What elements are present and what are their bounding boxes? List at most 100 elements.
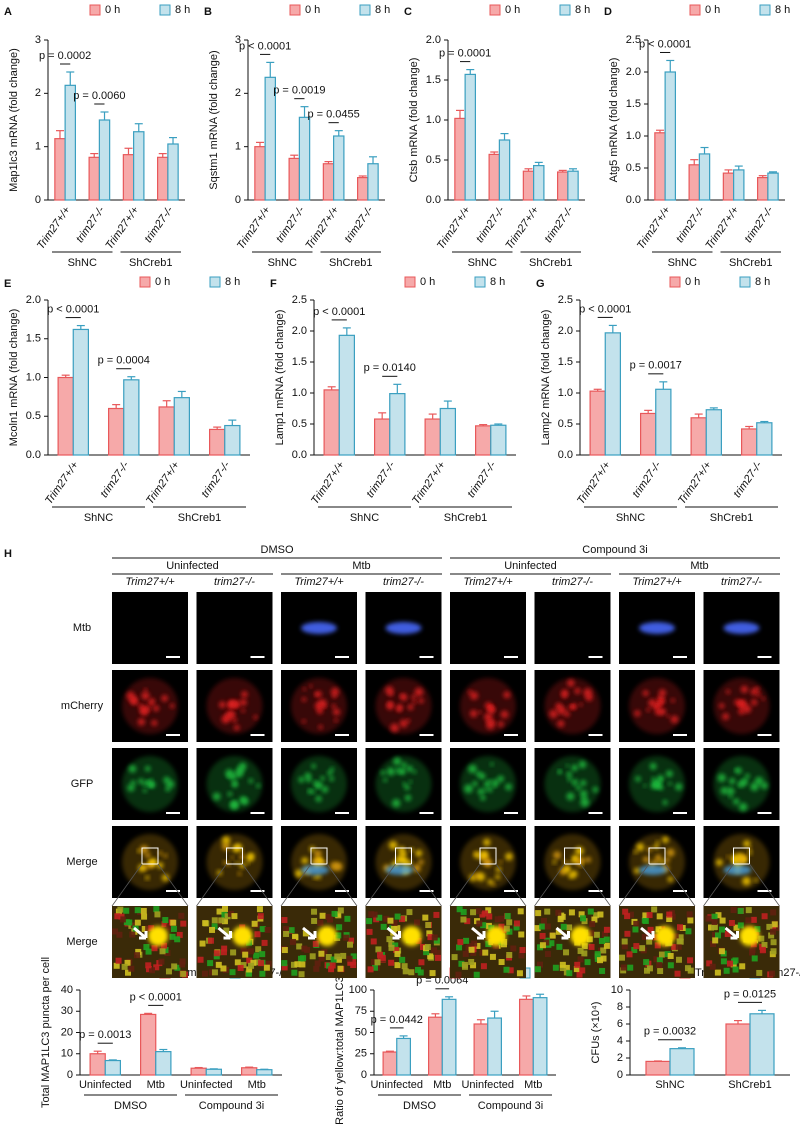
pixel bbox=[394, 913, 401, 920]
zoom-box bbox=[310, 847, 328, 865]
puncta bbox=[331, 703, 336, 709]
pixel bbox=[258, 960, 265, 967]
pixel bbox=[419, 944, 426, 951]
micrograph bbox=[281, 592, 357, 664]
pixel bbox=[566, 970, 573, 977]
puncta bbox=[486, 926, 506, 946]
legend-label: 8 h bbox=[755, 276, 770, 288]
pixel bbox=[371, 911, 378, 918]
zoom-box bbox=[479, 847, 497, 865]
group-label: Compound 3i bbox=[199, 1100, 264, 1112]
pixel bbox=[470, 909, 477, 916]
pixel bbox=[474, 942, 481, 949]
pixel bbox=[281, 960, 288, 967]
puncta bbox=[302, 719, 306, 724]
pixel bbox=[599, 967, 606, 974]
pixel bbox=[174, 936, 181, 943]
pixel bbox=[749, 949, 756, 956]
cell bbox=[544, 834, 601, 890]
puncta bbox=[395, 769, 400, 774]
puncta bbox=[400, 693, 408, 702]
pixel bbox=[563, 964, 570, 971]
puncta bbox=[566, 771, 573, 778]
puncta bbox=[557, 770, 562, 775]
pixel bbox=[624, 930, 631, 937]
puncta bbox=[303, 687, 307, 691]
zoom-box bbox=[564, 847, 581, 865]
pixel bbox=[350, 953, 357, 960]
pixel bbox=[124, 959, 131, 966]
pixel bbox=[506, 919, 513, 926]
x-tick-label: Uninfected bbox=[370, 1079, 423, 1091]
pixel bbox=[580, 915, 587, 922]
pixel bbox=[151, 945, 158, 952]
bar bbox=[140, 1013, 157, 1076]
pixel bbox=[169, 933, 176, 940]
bar bbox=[374, 418, 391, 456]
bacteria bbox=[723, 622, 760, 634]
pixel bbox=[739, 963, 746, 970]
pixel bbox=[221, 911, 228, 918]
puncta bbox=[497, 775, 505, 783]
bar bbox=[722, 172, 735, 201]
micrograph bbox=[450, 670, 526, 742]
pixel bbox=[230, 949, 237, 956]
pixel bbox=[237, 964, 244, 971]
pixel bbox=[563, 949, 570, 956]
micrograph bbox=[365, 592, 442, 664]
micrograph bbox=[112, 748, 188, 820]
pixel bbox=[434, 954, 441, 961]
p-value: p < 0.0001 bbox=[639, 38, 691, 50]
pixel bbox=[710, 940, 717, 947]
pixel bbox=[708, 924, 715, 931]
x-tick-label: trim27-/- bbox=[542, 204, 576, 245]
y-tick-label: 0.0 bbox=[26, 449, 41, 461]
micrograph bbox=[450, 592, 526, 664]
y-tick-label: 2.5 bbox=[626, 34, 641, 46]
x-tick-label: trim27-/- bbox=[142, 204, 176, 245]
legend-swatch bbox=[139, 276, 151, 288]
micrograph bbox=[703, 906, 780, 978]
puncta bbox=[583, 688, 593, 698]
pixel bbox=[153, 964, 160, 971]
legend-label: 0 h bbox=[705, 4, 720, 16]
pixel bbox=[601, 931, 608, 938]
puncta bbox=[315, 874, 322, 880]
pixel bbox=[631, 946, 638, 953]
puncta bbox=[145, 875, 150, 880]
x-tick-label: trim27-/- bbox=[364, 459, 398, 500]
puncta bbox=[399, 856, 407, 864]
micrograph bbox=[619, 906, 695, 978]
p-value: p = 0.0019 bbox=[273, 85, 325, 97]
pixel bbox=[632, 926, 639, 933]
pixel bbox=[517, 908, 524, 915]
legend-label: 0 h bbox=[305, 4, 320, 16]
bar bbox=[733, 169, 745, 201]
y-tick-label: 1.0 bbox=[626, 130, 641, 142]
pixel bbox=[246, 957, 253, 964]
bar bbox=[464, 73, 476, 201]
puncta bbox=[230, 856, 234, 860]
group-label: ShCreb1 bbox=[329, 257, 372, 269]
pixel bbox=[319, 912, 326, 919]
puncta bbox=[738, 700, 743, 705]
group-label: ShNC bbox=[68, 257, 97, 269]
pixel bbox=[451, 954, 458, 961]
pixel bbox=[374, 959, 381, 966]
pixel bbox=[331, 910, 338, 917]
puncta bbox=[566, 792, 575, 801]
puncta bbox=[634, 710, 641, 717]
puncta bbox=[655, 926, 675, 946]
puncta bbox=[151, 719, 158, 727]
pixel bbox=[401, 963, 408, 970]
pixel bbox=[687, 957, 694, 964]
pixel bbox=[715, 932, 722, 939]
puncta bbox=[742, 876, 751, 886]
puncta bbox=[226, 710, 234, 719]
pixel bbox=[706, 960, 713, 967]
bar bbox=[655, 388, 672, 456]
y-tick-label: 2.0 bbox=[26, 294, 41, 306]
pixel bbox=[311, 917, 318, 924]
puncta bbox=[137, 703, 142, 708]
pixel bbox=[176, 931, 183, 938]
